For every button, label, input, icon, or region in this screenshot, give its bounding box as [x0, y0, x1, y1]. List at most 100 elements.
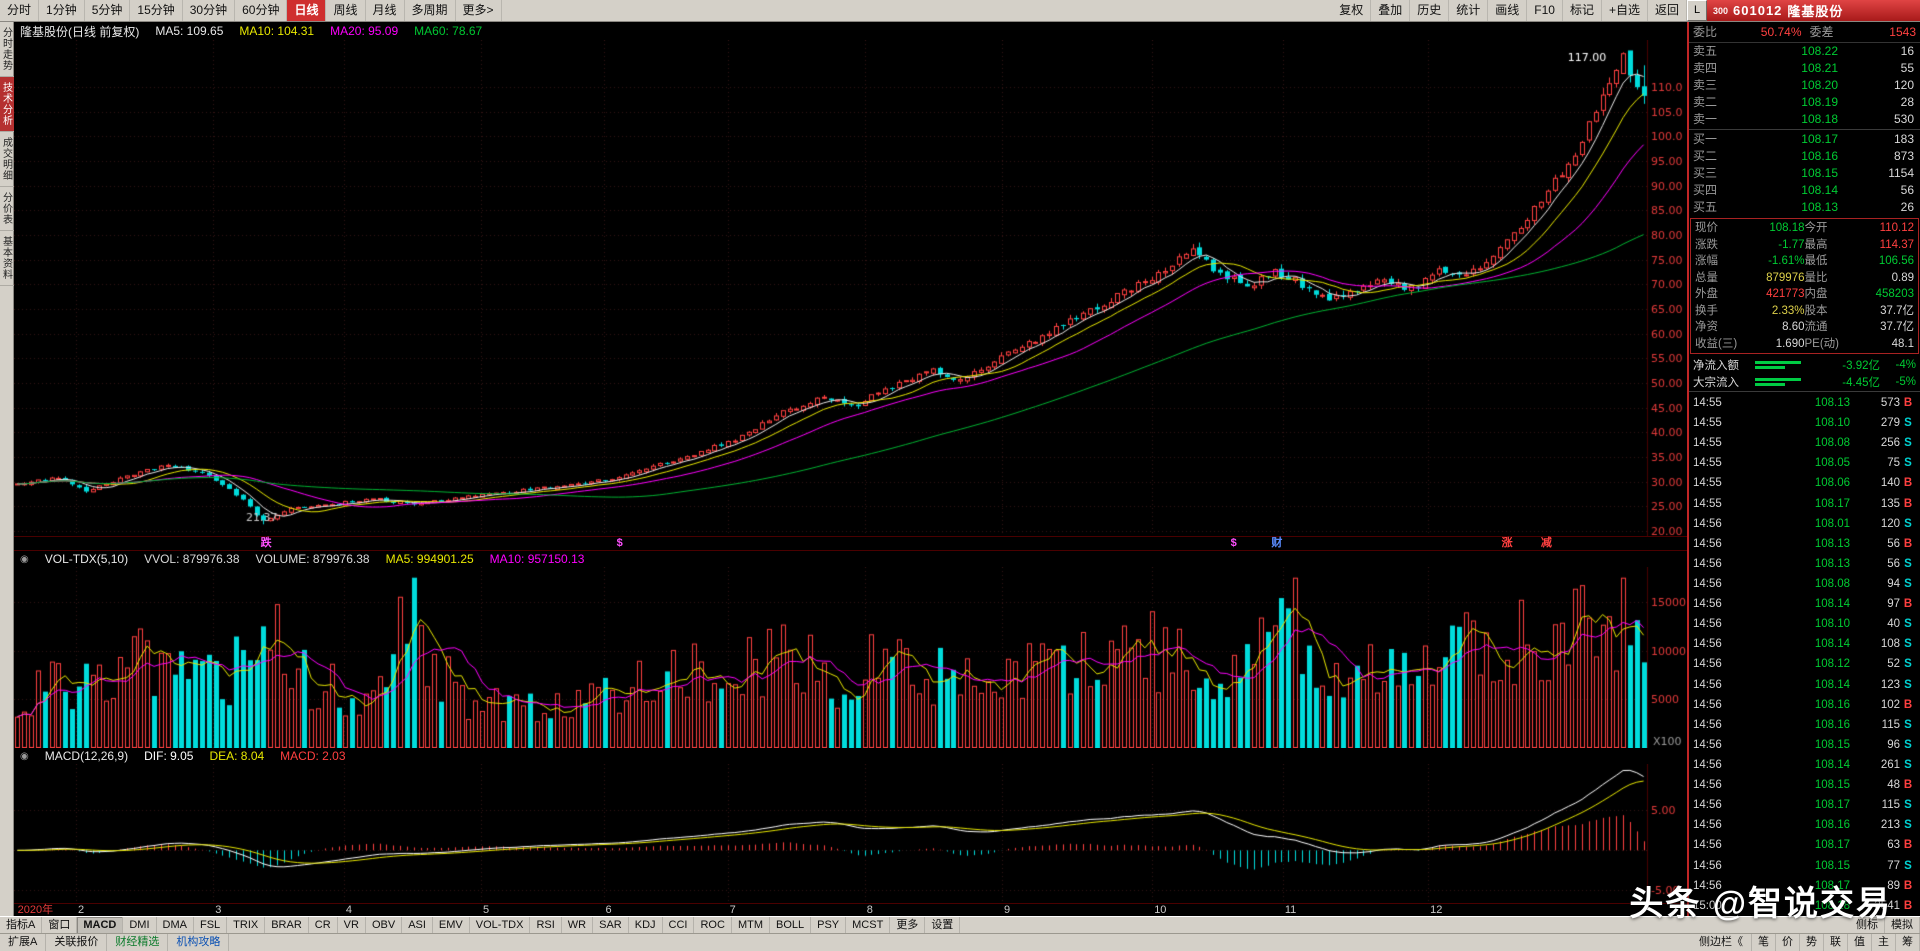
sidebar-mini-tab[interactable]: 联: [1824, 934, 1848, 951]
indicator-tab[interactable]: MACD: [77, 917, 124, 933]
indicator-tab[interactable]: VR: [338, 917, 366, 933]
period-button[interactable]: 30分钟: [183, 0, 236, 21]
x-axis-label: 9: [1003, 904, 1011, 916]
period-button[interactable]: 分时: [0, 0, 40, 21]
sidebar-tab[interactable]: 技术分析: [0, 77, 14, 132]
period-button[interactable]: 5分钟: [85, 0, 131, 21]
tick-trade-list[interactable]: 14:55 108.13 573 B 14:55 108.10 279 S 14:55 108.0…: [1689, 393, 1920, 916]
toolbar-button[interactable]: F10: [1527, 0, 1563, 21]
tick-side: S: [1904, 437, 1912, 450]
tick-volume: 52: [1887, 658, 1900, 671]
toolbar-button[interactable]: +自选: [1602, 0, 1648, 21]
toolbar-button[interactable]: 返回: [1648, 0, 1687, 21]
sidebar-mini-tab[interactable]: 主: [1872, 934, 1896, 951]
indicator-tabbar: 指标A 窗口 MACD DMI DMA FSL TRIX BRAR CR VR OBV ASI EMV V…: [0, 916, 1920, 933]
sidebar-tab[interactable]: 基本资料: [0, 231, 14, 286]
period-button[interactable]: 60分钟: [235, 0, 288, 21]
statusbar-item[interactable]: 机构攻略: [168, 934, 230, 951]
statusbar-item[interactable]: 财经精选: [107, 934, 169, 951]
bid-row[interactable]: 买一 108.17 183: [1689, 131, 1920, 148]
indicator-tab-right[interactable]: 侧标: [1850, 917, 1885, 933]
indicator-tab[interactable]: OBV: [366, 917, 403, 933]
stat-value: 0.89: [1891, 271, 1914, 284]
toolbar-button[interactable]: 标记: [1563, 0, 1602, 21]
main-candlestick-canvas[interactable]: [14, 40, 1687, 536]
indicator-tab[interactable]: SAR: [593, 917, 629, 933]
period-button[interactable]: 更多>: [456, 0, 502, 21]
tick-volume: 102: [1880, 698, 1900, 711]
sidebar-mini-tab[interactable]: 价: [1776, 934, 1800, 951]
sidebar-mini-tab[interactable]: 值: [1848, 934, 1872, 951]
bid-book: 买一 108.17 183 买二 108.16 873 买三 108.15 1154 买四 108.…: [1689, 131, 1920, 216]
tick-side: B: [1903, 497, 1913, 510]
indicator-tab[interactable]: BRAR: [265, 917, 309, 933]
tick-price: 108.06: [1814, 477, 1850, 490]
toolbar-button[interactable]: 复权: [1332, 0, 1372, 21]
indicator-tab[interactable]: CCI: [663, 917, 695, 933]
volume-canvas[interactable]: [14, 567, 1687, 748]
indicator-tab[interactable]: 更多: [890, 917, 926, 933]
indicator-tab[interactable]: 设置: [925, 917, 961, 933]
sidebar-collapse-button[interactable]: 侧边栏《: [1691, 934, 1752, 951]
indicator-tab[interactable]: 指标A: [0, 917, 43, 933]
indicator-tab[interactable]: DMI: [123, 917, 157, 933]
sidebar-tab[interactable]: 成交明细: [0, 132, 14, 187]
toolbar-button[interactable]: 画线: [1488, 0, 1528, 21]
ask-row[interactable]: 卖三 108.20 120: [1689, 77, 1920, 94]
tick-row: 14:56 108.12 52 S: [1689, 654, 1920, 674]
ask-price: 108.18: [1801, 112, 1838, 126]
bid-row[interactable]: 买三 108.15 1154: [1689, 165, 1920, 182]
toolbar-button[interactable]: 叠加: [1371, 0, 1411, 21]
period-button[interactable]: 15分钟: [130, 0, 183, 21]
statusbar-item[interactable]: 扩展A: [0, 934, 47, 951]
ask-row[interactable]: 卖四 108.21 55: [1689, 60, 1920, 77]
indicator-tab[interactable]: KDJ: [629, 917, 663, 933]
indicator-tab[interactable]: VOL-TDX: [470, 917, 531, 933]
sidebar-tab[interactable]: 分价表: [0, 187, 14, 231]
indicator-tab[interactable]: PSY: [811, 917, 847, 933]
stat-label: 涨幅: [1695, 255, 1718, 267]
flow-label: 大宗流入: [1693, 376, 1739, 389]
sidebar-mini-tab[interactable]: 筹: [1896, 934, 1920, 951]
sidebar-mini-tab[interactable]: 笔: [1752, 934, 1776, 951]
indicator-tab[interactable]: MCST: [846, 917, 891, 933]
sidebar-mini-tab[interactable]: 势: [1800, 934, 1824, 951]
indicator-tab[interactable]: EMV: [433, 917, 470, 933]
indicator-tab[interactable]: 窗口: [42, 917, 78, 933]
collapse-icon[interactable]: ◉: [20, 750, 29, 762]
bid-row[interactable]: 买二 108.16 873: [1689, 148, 1920, 165]
indicator-tab[interactable]: CR: [309, 917, 338, 933]
tick-side: S: [1904, 718, 1912, 731]
collapse-icon[interactable]: ◉: [20, 553, 29, 565]
indicator-tab[interactable]: BOLL: [770, 917, 812, 933]
indicator-tab[interactable]: MTM: [732, 917, 770, 933]
indicator-tab[interactable]: ASI: [402, 917, 433, 933]
quote-stats-box: 现价 108.18 今开 110.12 涨跌 -1.77 最高 114.37 涨幅 -1.61% 最…: [1690, 218, 1919, 354]
indicator-tab[interactable]: RSI: [530, 917, 562, 933]
indicator-tab[interactable]: ROC: [694, 917, 732, 933]
tick-time: 14:56: [1693, 658, 1722, 671]
ask-row[interactable]: 卖一 108.18 530: [1689, 111, 1920, 128]
toolbar-button[interactable]: 统计: [1449, 0, 1489, 21]
period-button[interactable]: 日线: [287, 0, 327, 21]
indicator-tab[interactable]: DMA: [157, 917, 194, 933]
period-button[interactable]: 周线: [326, 0, 366, 21]
bid-label: 买一: [1693, 132, 1718, 146]
sidebar-tab[interactable]: 分时走势: [0, 22, 14, 77]
statusbar-item[interactable]: 关联报价: [46, 934, 108, 951]
toolbar-button[interactable]: 历史: [1410, 0, 1450, 21]
event-marker-icon: 涨: [1501, 537, 1513, 549]
period-button[interactable]: 月线: [366, 0, 405, 21]
bid-row[interactable]: 买五 108.13 26: [1689, 199, 1920, 216]
period-button[interactable]: 1分钟: [39, 0, 85, 21]
tick-side: S: [1904, 819, 1912, 832]
ask-row[interactable]: 卖二 108.19 28: [1689, 94, 1920, 111]
indicator-tab[interactable]: TRIX: [227, 917, 266, 933]
indicator-tab[interactable]: FSL: [194, 917, 228, 933]
left-panel-toggle-button[interactable]: L: [1687, 0, 1707, 21]
bid-row[interactable]: 买四 108.14 56: [1689, 182, 1920, 199]
ask-row[interactable]: 卖五 108.22 16: [1689, 43, 1920, 60]
period-button[interactable]: 多周期: [405, 0, 456, 21]
macd-canvas[interactable]: [14, 764, 1687, 903]
indicator-tab[interactable]: WR: [562, 917, 594, 933]
